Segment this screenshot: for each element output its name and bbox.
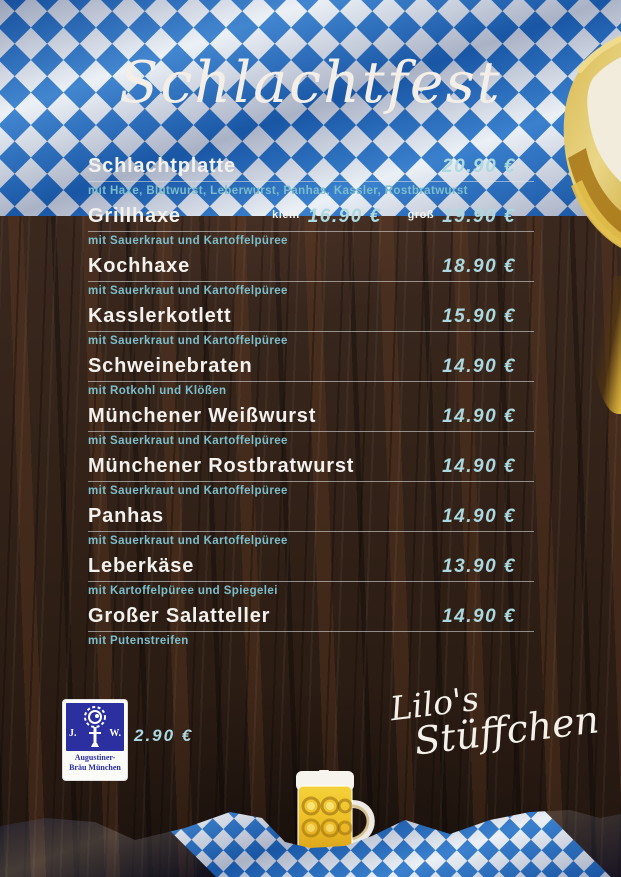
stamp-text-line2: Bräu München <box>69 762 121 772</box>
size-label-small: klein <box>272 209 300 221</box>
menu-item-name: Münchener Weißwurst <box>88 405 317 427</box>
crozier-icon <box>84 706 106 747</box>
menu-item-row: Schweinebraten 14.90 € mit Rotkohl und K… <box>88 355 534 397</box>
page-title: Schlachtfest <box>119 50 502 116</box>
menu-item-description: mit Rotkohl und Klößen <box>88 385 227 397</box>
stamp-initial-left: J. <box>69 728 77 739</box>
menu-item-name: Panhas <box>88 505 164 527</box>
beer-mug-photo <box>296 770 375 857</box>
menu-item-line: Panhas 14.90 € <box>88 505 534 532</box>
menu-item-name: Kochhaxe <box>88 255 190 277</box>
menu-item-price: 15.90 € <box>442 306 516 327</box>
menu-item-price-small: 16.90 € <box>307 206 382 227</box>
beer-glass-edge-photo <box>594 276 621 414</box>
menu-item-name: Schlachtplatte <box>88 155 236 177</box>
menu-item-row: Schlachtplatte 20.90 € mit Haxe, Blutwur… <box>88 155 534 197</box>
cloth-fold-shading <box>0 0 621 216</box>
menu-item-price: 18.90 € <box>442 256 516 277</box>
bavarian-flag-cloth-top <box>0 0 621 216</box>
menu-item-row: Münchener Weißwurst 14.90 € mit Sauerkra… <box>88 405 534 447</box>
menu-item-price: 14.90 € <box>442 456 516 477</box>
menu-item-description: mit Sauerkraut und Kartoffelpüree <box>88 485 288 497</box>
menu-item-name: Leberkäse <box>88 555 195 577</box>
menu-item-description: mit Kartoffelpüree und Spiegelei <box>88 585 278 597</box>
menu-item-line: Schlachtplatte 20.90 € <box>88 155 534 182</box>
menu-item-description: mit Sauerkraut und Kartoffelpüree <box>88 335 288 347</box>
menu-item-row: Grillhaxe klein 16.90 € groß 19.90 € mit… <box>88 205 534 247</box>
menu-item-line: Kasslerkotlett 15.90 € <box>88 305 534 332</box>
beer-glass-photo <box>563 35 621 249</box>
menu-list: Schlachtplatte 20.90 € mit Haxe, Blutwur… <box>88 155 534 655</box>
menu-item-line: Münchener Rostbratwurst 14.90 € <box>88 455 534 482</box>
menu-item-name: Grillhaxe <box>88 205 181 227</box>
menu-item-row: Großer Salatteller 14.90 € mit Putenstre… <box>88 605 534 647</box>
size-label-large: groß <box>407 209 435 221</box>
menu-item-name: Kasslerkotlett <box>88 305 232 327</box>
menu-item-row: Münchener Rostbratwurst 14.90 € mit Saue… <box>88 455 534 497</box>
menu-item-line: Großer Salatteller 14.90 € <box>88 605 534 632</box>
menu-item-description: mit Haxe, Blutwurst, Leberwurst, Panhas,… <box>88 185 468 197</box>
menu-item-row: Kasslerkotlett 15.90 € mit Sauerkraut un… <box>88 305 534 347</box>
stamp-text: Augustiner- Bräu München <box>66 753 124 772</box>
stamp-price: 2.90 € <box>134 726 194 745</box>
menu-item-name: Großer Salatteller <box>88 605 271 627</box>
stamp-text-line1: Augustiner- <box>74 753 116 762</box>
menu-item-row: Kochhaxe 18.90 € mit Sauerkraut und Kart… <box>88 255 534 297</box>
menu-item-price: 14.90 € <box>442 356 516 377</box>
menu-item-line: Grillhaxe klein 16.90 € groß 19.90 € <box>88 205 534 232</box>
menu-item-price: 13.90 € <box>442 556 516 577</box>
menu-item-line: Leberkäse 13.90 € <box>88 555 534 582</box>
menu-item-description: mit Putenstreifen <box>88 635 189 647</box>
menu-item-price: 14.90 € <box>442 606 516 627</box>
menu-item-description: mit Sauerkraut und Kartoffelpüree <box>88 535 288 547</box>
menu-item-line: Kochhaxe 18.90 € <box>88 255 534 282</box>
menu-item-price: 20.90 € <box>442 156 516 177</box>
menu-item-price: 14.90 € <box>442 506 516 527</box>
menu-item-description: mit Sauerkraut und Kartoffelpüree <box>88 435 288 447</box>
menu-item-description: mit Sauerkraut und Kartoffelpüree <box>88 235 288 247</box>
stamp-initial-right: W. <box>109 728 121 739</box>
menu-item-name: Münchener Rostbratwurst <box>88 455 355 477</box>
stamp-emblem-field: J. W. <box>66 703 124 751</box>
menu-item-line: Schweinebraten 14.90 € <box>88 355 534 382</box>
menu-item-row: Leberkäse 13.90 € mit Kartoffelpüree und… <box>88 555 534 597</box>
menu-item-price: 14.90 € <box>442 406 516 427</box>
menu-item-name: Schweinebraten <box>88 355 253 377</box>
menu-item-description: mit Sauerkraut und Kartoffelpüree <box>88 285 288 297</box>
menu-item-line: Münchener Weißwurst 14.90 € <box>88 405 534 432</box>
augustiner-stamp-logo: J. W. Augustiner- Bräu München <box>63 700 127 780</box>
menu-item-row: Panhas 14.90 € mit Sauerkraut und Kartof… <box>88 505 534 547</box>
menu-item-price-large: 19.90 € <box>442 206 516 227</box>
brand-signature: Lilo's Stüffchen <box>384 668 601 766</box>
